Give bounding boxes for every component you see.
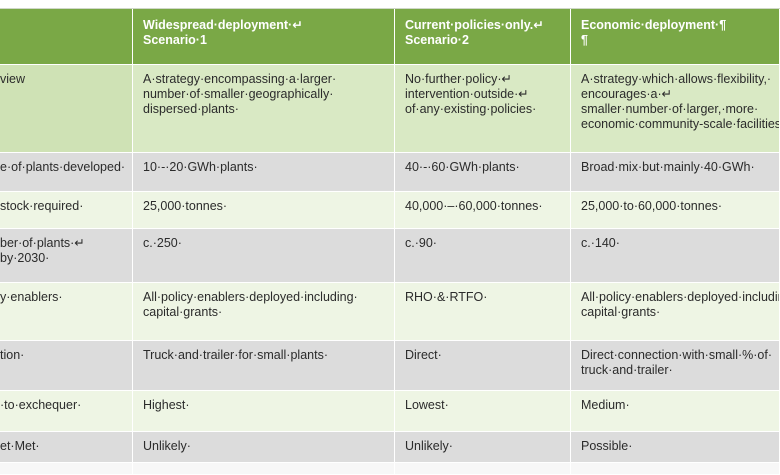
row-label-number-of-plants: ber·of·plants·↵ by·2030· [0,229,133,283]
cell-connection-scenario-1: Truck·and·trailer·for·small·plants· [133,341,395,391]
cell-plant-size-economic: Broad·mix·but·mainly·40·GWh· [571,153,780,192]
row-label-plant-size: e·of·plants·developed· [0,153,133,192]
cell-number-scenario-2: c.·90· [395,229,571,283]
row-label-exchequer: ·to·exchequer· [0,391,133,432]
scenario-comparison-table: Widespread·deployment·↵ Scenario·1 Curre… [0,8,780,475]
cell-target-scenario-2: Unlikely· [395,432,571,463]
cell-feedstock-economic: 25,000·to·60,000·tonnes· [571,192,780,229]
cell-exchequer-economic: Medium· [571,391,780,432]
row-blank-c1 [133,463,395,475]
header-cell-scenario-2: Current·policies·only.↵ Scenario·2 [395,9,571,65]
row-blank-c2 [395,463,571,475]
cell-target-scenario-1: Unlikely· [133,432,395,463]
cell-number-scenario-1: c.·250· [133,229,395,283]
cell-exchequer-scenario-1: Highest· [133,391,395,432]
row-blank-label [0,463,133,475]
header-cell-economic-deployment: Economic·deployment·¶ ¶ [571,9,780,65]
cell-enablers-scenario-2: RHO·&·RTFO· [395,283,571,341]
row-label-connection: tion· [0,341,133,391]
cell-feedstock-scenario-2: 40,000·–·60,000·tonnes· [395,192,571,229]
row-label-overview: view [0,65,133,153]
cell-feedstock-scenario-1: 25,000·tonnes· [133,192,395,229]
cell-number-economic: c.·140· [571,229,780,283]
header-cell-scenario-1: Widespread·deployment·↵ Scenario·1 [133,9,395,65]
cell-connection-scenario-2: Direct· [395,341,571,391]
cell-plant-size-scenario-1: 10·-·20·GWh·plants· [133,153,395,192]
header-cell-empty [0,9,133,65]
cell-connection-economic: Direct·connection·with·small·%·of· truck… [571,341,780,391]
row-blank-c3 [571,463,780,475]
cell-exchequer-scenario-2: Lowest· [395,391,571,432]
cell-enablers-scenario-1: All·policy·enablers·deployed·including· … [133,283,395,341]
cell-target-economic: Possible· [571,432,780,463]
row-label-feedstock: stock·required· [0,192,133,229]
row-label-target-met: et·Met· [0,432,133,463]
cell-overview-economic: A·strategy·which·allows·flexibility,· en… [571,65,780,153]
cell-overview-scenario-1: A·strategy·encompassing·a·larger· number… [133,65,395,153]
cell-plant-size-scenario-2: 40·-·60·GWh·plants· [395,153,571,192]
row-label-policy-enablers: y·enablers· [0,283,133,341]
cell-overview-scenario-2: No·further·policy·↵ intervention·outside… [395,65,571,153]
cell-enablers-economic: All·policy·enablers·deployed·including· … [571,283,780,341]
